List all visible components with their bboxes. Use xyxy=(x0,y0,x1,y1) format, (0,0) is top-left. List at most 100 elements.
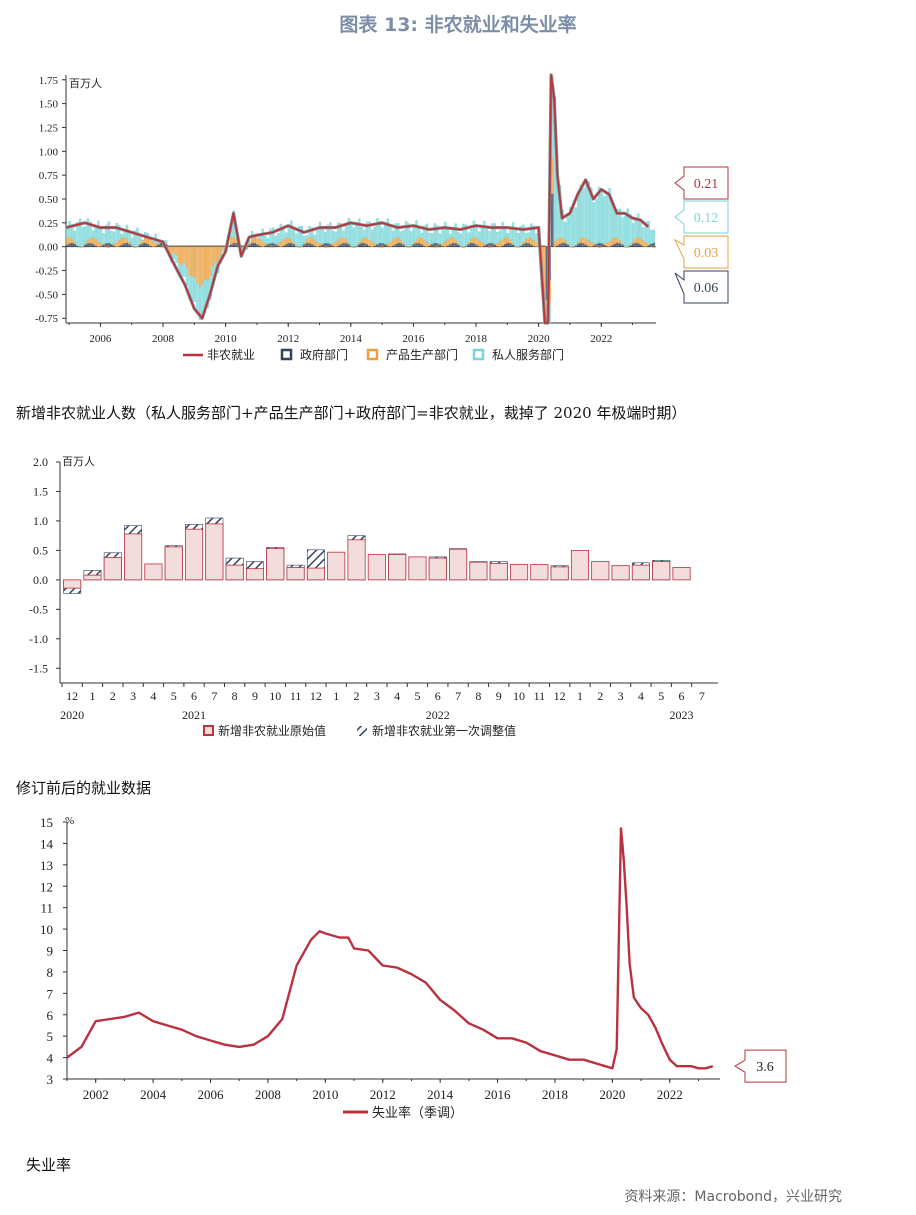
private-services-bar xyxy=(423,225,426,241)
private-services-bar xyxy=(597,186,601,244)
private-services-bar xyxy=(485,228,489,245)
goods-producing-bar xyxy=(81,246,84,248)
private-services-bar xyxy=(462,223,465,247)
year-label: 2022 xyxy=(426,708,450,722)
private-services-bar xyxy=(490,223,494,244)
goods-producing-bar xyxy=(378,246,382,248)
callout-box xyxy=(674,200,729,234)
private-services-bar xyxy=(300,225,303,247)
y-tick-label: -0.50 xyxy=(35,289,58,301)
goods-producing-bar xyxy=(271,246,275,248)
private-services-bar xyxy=(274,235,277,245)
private-services-bar xyxy=(652,229,656,244)
y-tick-label: 0.50 xyxy=(39,194,59,206)
private-services-bar xyxy=(360,227,363,240)
y-tick-label: -1.0 xyxy=(29,632,48,646)
goods-producing-bar xyxy=(600,246,603,248)
year-label: 2021 xyxy=(182,708,206,722)
private-services-bar xyxy=(459,233,463,247)
y-tick-label: 10 xyxy=(40,922,53,937)
x-tick-label: 8 xyxy=(232,689,238,703)
private-services-bar xyxy=(342,230,345,238)
caption-new-payrolls: 新增非农就业人数（私人服务部门+产品生产部门+政府部门=非农就业，裁掉了 202… xyxy=(16,404,687,422)
year-label: 2023 xyxy=(670,708,694,722)
y-tick-label: 14 xyxy=(40,836,54,851)
private-services-bar xyxy=(164,240,168,245)
private-services-bar xyxy=(102,232,105,245)
callout-box xyxy=(674,270,729,304)
private-services-bar xyxy=(530,223,533,239)
y-tick-label: 6 xyxy=(47,1008,54,1023)
private-services-bar xyxy=(86,218,90,241)
x-tick-label: 2022 xyxy=(657,1087,683,1102)
private-services-bar xyxy=(467,232,470,243)
private-services-bar xyxy=(368,221,371,241)
y-tick-label: 1.5 xyxy=(33,484,48,498)
private-services-bar xyxy=(391,230,395,240)
original-bar xyxy=(124,533,143,581)
x-tick-label: 2 xyxy=(110,689,116,703)
original-bar xyxy=(530,564,549,581)
latest-value-callout: 3.6 xyxy=(734,1049,787,1083)
callout-box xyxy=(673,235,729,269)
latest-value-callout: 0.06 xyxy=(674,270,729,304)
private-services-bar xyxy=(386,218,390,244)
goods-producing-bar xyxy=(159,246,163,248)
legend-label: 失业率（季调） xyxy=(372,1105,463,1120)
latest-value-callout: 0.12 xyxy=(674,200,729,234)
callout-value: 0.12 xyxy=(694,211,719,226)
x-tick-label: 9 xyxy=(496,689,502,703)
unemployment-line xyxy=(66,827,714,1070)
private-services-bar xyxy=(284,232,288,238)
callout-value: 0.06 xyxy=(694,281,719,296)
x-tick-label: 2 xyxy=(597,689,603,703)
private-services-bar xyxy=(131,237,134,246)
private-services-bar xyxy=(519,226,523,246)
y-tick-label: -0.25 xyxy=(35,266,58,278)
x-tick-label: 2014 xyxy=(427,1087,454,1102)
legend-swatch xyxy=(280,348,293,361)
x-tick-label: 7 xyxy=(211,689,217,703)
private-services-bar xyxy=(430,233,434,245)
y-tick-label: 0.75 xyxy=(39,170,59,182)
private-services-bar xyxy=(347,217,350,244)
private-services-bar xyxy=(277,233,280,244)
x-tick-label: 7 xyxy=(699,689,705,703)
private-services-bar xyxy=(151,240,155,242)
private-services-bar xyxy=(425,223,429,243)
original-bar xyxy=(631,564,650,581)
original-bar xyxy=(570,550,590,581)
original-bar xyxy=(184,528,204,581)
private-services-bar xyxy=(68,221,71,238)
x-tick-label: 2012 xyxy=(370,1087,396,1102)
x-tick-label: 3 xyxy=(130,689,136,703)
private-services-bar xyxy=(496,231,499,244)
goods-producing-bar xyxy=(597,246,601,248)
private-services-bar xyxy=(590,187,593,243)
x-tick-label: 5 xyxy=(171,689,177,703)
private-services-bar xyxy=(264,235,267,244)
goods-producing-bar xyxy=(136,246,139,248)
legend-label: 新增非农就业原始值 xyxy=(218,723,326,738)
private-services-bar xyxy=(136,227,139,247)
source-note: 资料来源：Macrobond，兴业研究 xyxy=(624,1189,842,1205)
goods-producing-bar xyxy=(436,246,439,248)
private-services-bar xyxy=(563,221,567,241)
private-services-bar xyxy=(511,222,515,244)
x-tick-label: 1 xyxy=(577,689,583,703)
original-bar xyxy=(388,554,407,581)
legend-swatch xyxy=(366,348,379,361)
goods-producing-bar xyxy=(324,246,327,248)
private-services-bar xyxy=(344,226,348,240)
private-services-bar xyxy=(279,223,283,243)
y-tick-label: 11 xyxy=(40,901,53,916)
private-services-bar xyxy=(193,276,197,302)
private-services-bar xyxy=(352,227,356,247)
private-services-bar xyxy=(376,218,379,245)
private-services-bar xyxy=(603,196,606,245)
y-tick-label: 3 xyxy=(47,1072,54,1087)
y-tick-label: 4 xyxy=(47,1051,54,1066)
private-services-bar xyxy=(647,221,650,244)
original-bar xyxy=(306,567,325,581)
private-services-bar xyxy=(420,232,423,239)
